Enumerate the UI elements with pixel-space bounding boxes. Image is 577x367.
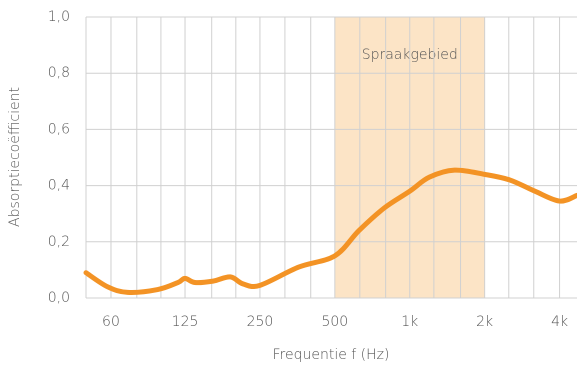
- y-axis-label: Absorptiecoëfficient: [7, 87, 23, 227]
- x-tick-label: 500: [321, 314, 348, 330]
- y-tick-label: 0,0: [48, 290, 70, 306]
- y-tick-label: 0,6: [48, 121, 70, 137]
- y-tick-label: 0,4: [48, 178, 70, 194]
- x-tick-label: 1k: [401, 314, 418, 330]
- data-line: [83, 167, 577, 295]
- x-axis-label: Frequentie f (Hz): [273, 347, 390, 363]
- y-tick-label: 0,8: [48, 65, 70, 81]
- x-tick-label: 2k: [476, 314, 493, 330]
- y-tick-label: 0,2: [48, 234, 70, 250]
- y-tick-label: 1,0: [48, 9, 70, 25]
- x-tick-label: 125: [172, 314, 199, 330]
- x-tick-label: 250: [247, 314, 274, 330]
- x-tick-label: 4k: [551, 314, 568, 330]
- x-tick-label: 60: [102, 314, 120, 330]
